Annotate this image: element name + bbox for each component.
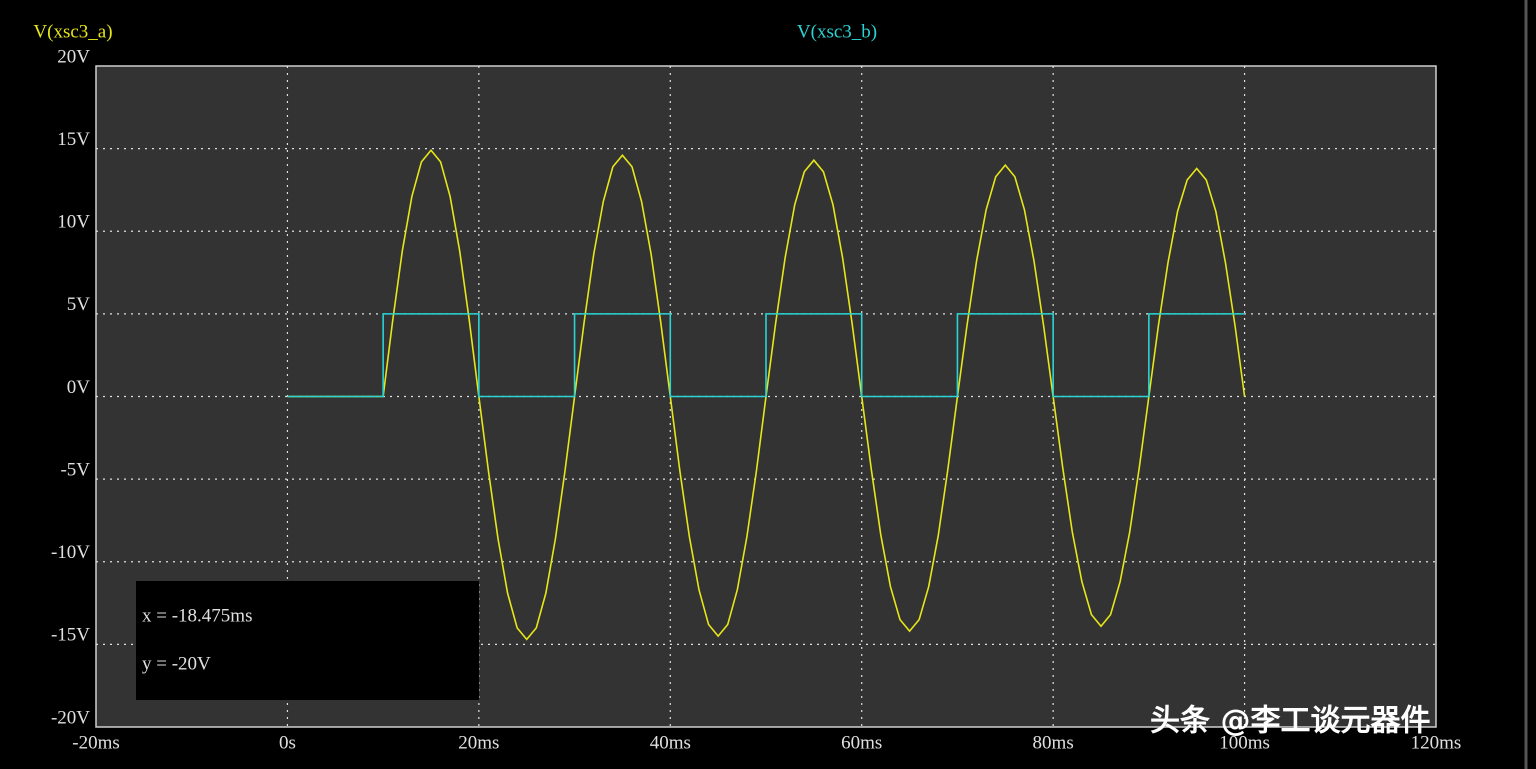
x-tick-label: -20ms [72,732,120,753]
x-tick-label: 60ms [841,732,882,753]
legend-entry: V(xsc3_b) [797,21,877,42]
y-tick-label: 5V [67,294,91,315]
x-tick-label: 80ms [1033,732,1074,753]
x-tick-label: 0s [279,732,296,753]
x-tick-label: 100ms [1219,732,1270,753]
y-tick-label: -5V [60,459,90,480]
y-tick-label: 15V [57,129,90,150]
x-tick-label: 20ms [458,732,499,753]
legend-entry: V(xsc3_a) [33,21,112,42]
y-tick-label: 20V [57,46,90,67]
y-tick-label: 10V [57,212,90,233]
y-tick-label: -15V [51,625,90,646]
cursor-y: y = -20V [142,653,211,674]
watermark: 头条 @李工谈元器件 [1150,704,1430,739]
series-line [287,313,1245,398]
y-tick-label: -20V [51,707,90,728]
y-tick-label: 0V [67,377,91,398]
x-tick-label: 40ms [650,732,691,753]
cursor-box [136,581,479,700]
y-tick-label: -10V [51,542,90,563]
x-tick-label: 120ms [1411,732,1462,753]
cursor-x: x = -18.475ms [142,605,252,626]
